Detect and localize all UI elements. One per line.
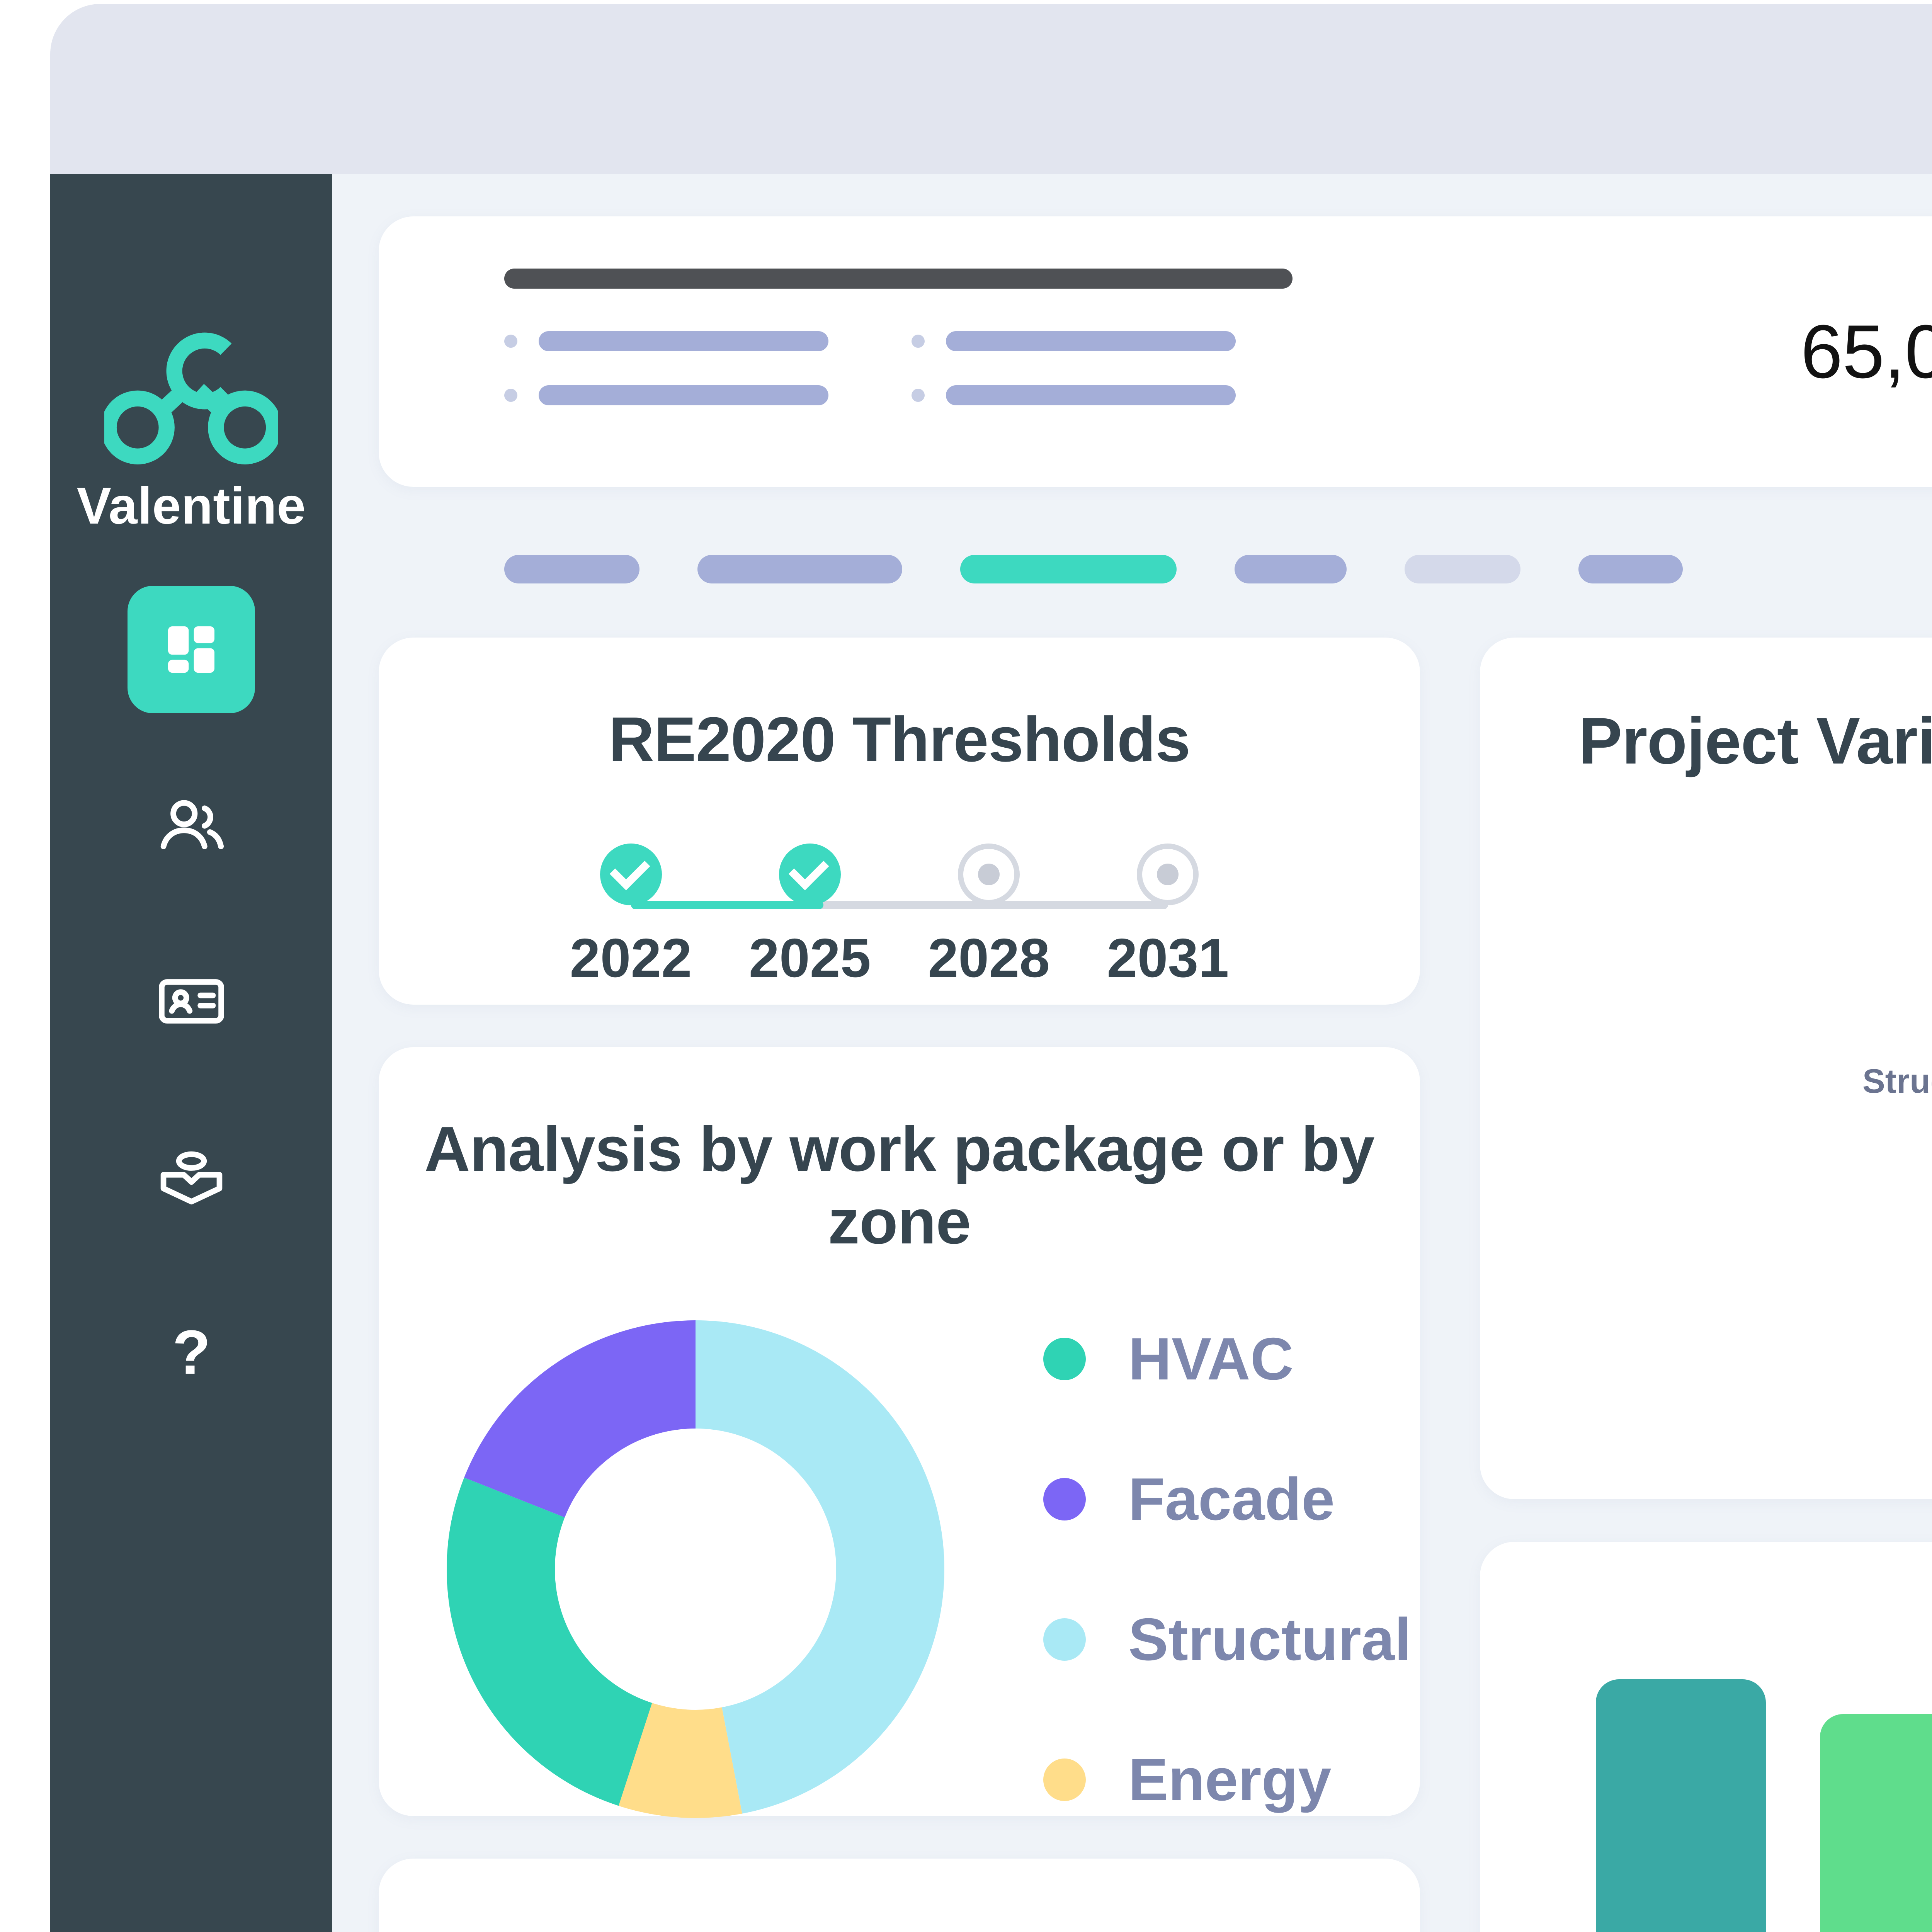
bar-column[interactable]: 21% <box>1820 1714 1932 1932</box>
legend-label: Structural <box>1128 1605 1412 1673</box>
skeleton-line <box>504 385 828 405</box>
book-open-icon <box>156 1141 227 1213</box>
sidebar-item-dashboard[interactable] <box>128 586 255 713</box>
legend-label: HVAC <box>1128 1325 1294 1392</box>
legend-swatch-icon <box>1043 1478 1086 1520</box>
filter-pill-5[interactable] <box>1405 554 1520 583</box>
deliverables-title: Deliverables <box>379 1859 1420 1932</box>
skeleton-line <box>912 331 1236 351</box>
check-icon <box>600 844 662 905</box>
legend-label: Facade <box>1128 1465 1335 1532</box>
bar-column[interactable]: 27% <box>1596 1679 1766 1932</box>
timeline-node-2025[interactable]: 2025 <box>746 844 874 998</box>
skeleton-line <box>504 331 828 351</box>
legend-item-structural[interactable]: Structural <box>1043 1605 1411 1674</box>
carbon-metric-value: 65,07 kg CO₂e/m² <box>1801 309 1932 394</box>
filter-pill-1[interactable] <box>504 554 639 583</box>
legend-swatch-icon <box>1043 1337 1086 1380</box>
sidebar-item-users[interactable] <box>128 762 255 889</box>
optimization-levers-card: Optimization levers 27% 21% <box>1480 1542 1932 1932</box>
window-titlebar <box>50 4 1932 174</box>
dashboard-grid-icon <box>160 619 222 680</box>
project-variant-comparison-card: Project Variant Comparison Project 1 Pro… <box>1480 638 1932 1499</box>
timeline-node-2031[interactable]: 2031 <box>1104 844 1231 998</box>
timeline-node-2028[interactable]: 2028 <box>925 844 1053 998</box>
id-card-icon <box>156 966 227 1037</box>
filter-pill-2[interactable] <box>697 554 902 583</box>
check-icon <box>779 844 841 905</box>
filter-pill-3-active[interactable] <box>960 554 1177 583</box>
timeline-track-progress <box>631 901 823 909</box>
skeleton-bullet-icon <box>504 335 517 348</box>
legend-swatch-icon <box>1043 1758 1086 1801</box>
legend-label: Energy <box>1128 1746 1332 1813</box>
legend-item-hvac[interactable]: HVAC <box>1043 1325 1411 1393</box>
sidebar-item-help[interactable]: ? <box>128 1289 255 1417</box>
pending-dot-icon <box>958 844 1020 905</box>
molecule-logo-icon <box>100 323 282 466</box>
legend-swatch-icon <box>1043 1618 1086 1661</box>
summary-skeleton-title <box>504 269 1293 289</box>
legend-item-facade[interactable]: Facade <box>1043 1465 1411 1534</box>
bar-chart-title: Optimization levers <box>1480 1542 1932 1680</box>
filter-pill-6[interactable] <box>1578 554 1683 583</box>
skeleton-line <box>912 385 1236 405</box>
timeline-node-2022[interactable]: 2022 <box>567 844 695 998</box>
question-mark-icon: ? <box>156 1317 227 1389</box>
radar-chart-title: Project Variant Comparison <box>1578 704 1932 778</box>
radar-chart: Energy Performance Secondary works MEP w… <box>1862 1062 1932 1100</box>
skeleton-bullet-icon <box>912 335 925 348</box>
timeline-year: 2031 <box>1107 927 1229 989</box>
pending-dot-icon <box>1137 844 1199 905</box>
donut-chart <box>447 1320 944 1818</box>
skeleton-bullet-icon <box>912 389 925 402</box>
legend-item-energy[interactable]: Energy <box>1043 1745 1411 1814</box>
skeleton-bullet-icon <box>504 389 517 402</box>
radar-axis-label-structural: Structural works <box>1862 1062 1932 1100</box>
sidebar-nav: ? <box>128 586 255 1465</box>
filter-pill-bar <box>379 520 1932 618</box>
svg-text:?: ? <box>172 1317 211 1387</box>
sidebar-item-contacts[interactable] <box>128 937 255 1065</box>
users-icon <box>156 790 227 861</box>
timeline-year: 2025 <box>748 927 871 989</box>
main-content: 65,07 kg CO₂e/m² RE2020 Thresholds <box>332 174 1932 1932</box>
sidebar-item-library[interactable] <box>128 1113 255 1241</box>
thresholds-timeline: 2022 2025 2028 <box>379 844 1420 998</box>
thresholds-title: RE2020 Thresholds <box>608 704 1190 775</box>
brand-name: Valentine <box>77 477 306 535</box>
browser-window: Valentine <box>50 4 1932 1932</box>
deliverables-card: Deliverables PDF <box>379 1859 1420 1932</box>
timeline-year: 2028 <box>928 927 1050 989</box>
donut-chart-title: Analysis by work package or by zone <box>424 1114 1374 1257</box>
work-package-analysis-card: Analysis by work package or by zone <box>379 1047 1420 1818</box>
thresholds-card: RE2020 Thresholds 2022 <box>379 638 1420 1005</box>
bar-chart: 27% 21% 15% <box>1480 1679 1932 1932</box>
summary-card: 65,07 kg CO₂e/m² <box>379 216 1932 487</box>
donut-legend: HVAC Facade Structural <box>1043 1325 1411 1814</box>
summary-skeleton-block <box>504 269 1293 405</box>
timeline-year: 2022 <box>570 927 692 989</box>
sidebar: Valentine <box>50 174 332 1932</box>
filter-pill-4[interactable] <box>1235 554 1347 583</box>
